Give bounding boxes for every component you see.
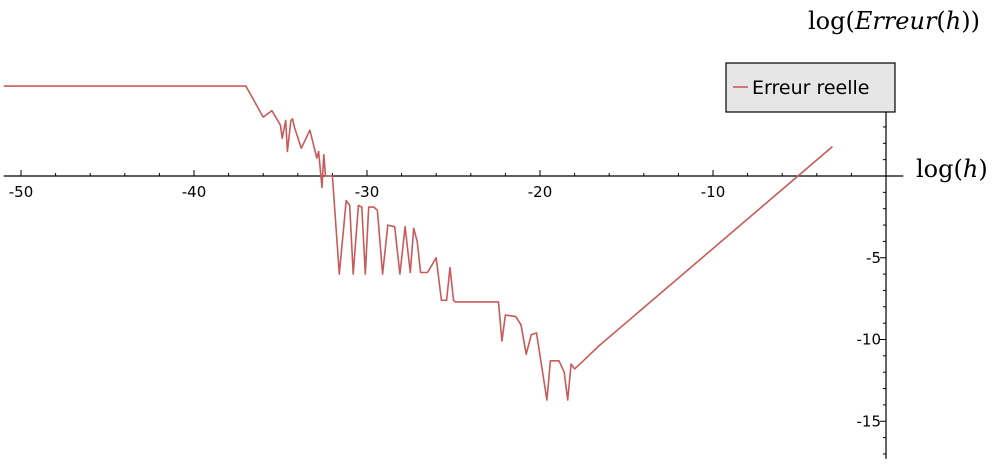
- x-tick-label: -50: [9, 183, 34, 201]
- axes: [3, 89, 904, 459]
- legend-box: [725, 62, 896, 113]
- x-tick-label: -10: [701, 183, 726, 201]
- series-line: [3, 85, 833, 401]
- y-tick-label: -15: [857, 412, 882, 430]
- series-layer: [3, 85, 833, 401]
- y-tick-label: -10: [857, 331, 882, 349]
- legend: Erreur reelle: [725, 62, 896, 113]
- y-axis-label: log(Erreur(h)): [808, 7, 980, 35]
- legend-label: Erreur reelle: [752, 77, 869, 99]
- axis-ticks: -50 -40 -30 -20 -10 -5 -10 -15: [9, 93, 886, 455]
- x-tick-label: -30: [355, 183, 380, 201]
- y-tick-label: -5: [866, 249, 881, 267]
- x-tick-label: -40: [182, 183, 207, 201]
- x-tick-label: -20: [528, 183, 553, 201]
- x-axis-label: log(h): [916, 155, 988, 183]
